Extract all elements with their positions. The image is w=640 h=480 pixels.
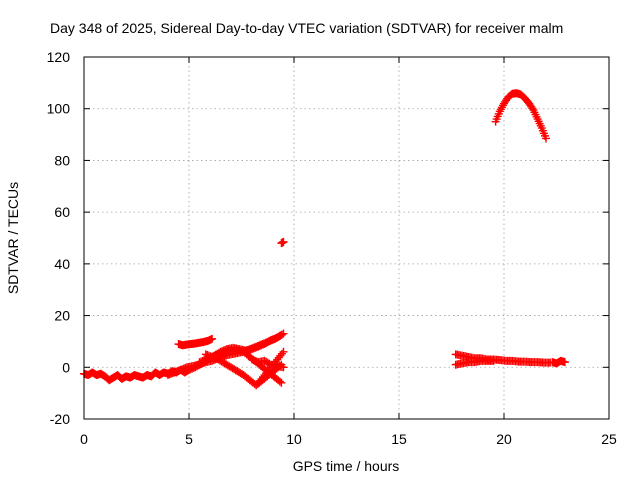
y-tick-label: 120: [47, 49, 71, 65]
y-tick-label: -20: [50, 411, 70, 427]
grid-lines: [84, 57, 609, 419]
data-point: [489, 356, 498, 365]
plot-frame: [83, 56, 610, 420]
data-point: [560, 358, 569, 367]
chart-title: Day 348 of 2025, Sidereal Day-to-day VTE…: [50, 20, 563, 36]
x-tick-label: 10: [286, 431, 302, 447]
y-tick-label: 100: [47, 101, 71, 117]
x-tick-label: 25: [601, 431, 617, 447]
data-point: [277, 330, 286, 339]
data-point: [277, 349, 286, 358]
data-points: [80, 89, 569, 390]
series-outlier: [277, 237, 288, 248]
y-tick-labels: -20 0 20 40 60 80 100 120: [47, 49, 71, 427]
x-tick-label: 0: [80, 431, 88, 447]
y-axis-label: SDTVAR / TECUs: [5, 182, 21, 294]
data-point: [208, 334, 217, 343]
x-tick-label: 5: [185, 431, 193, 447]
x-tick-label: 15: [391, 431, 407, 447]
data-point: [279, 363, 288, 372]
data-point: [275, 377, 284, 386]
data-point: [279, 329, 288, 338]
series-arc: [491, 89, 550, 143]
y-tick-label: 0: [62, 359, 70, 375]
y-tick-label: 20: [54, 308, 70, 324]
x-tick-labels: 0 5 10 15 20 25: [80, 431, 617, 447]
y-tick-label: 40: [54, 256, 70, 272]
series-baseline: [80, 365, 193, 385]
series-track-j: [548, 356, 569, 368]
series-track-i: [451, 356, 498, 369]
x-axis-label: GPS time / hours: [293, 458, 400, 474]
y-tick-label: 60: [54, 204, 70, 220]
data-point: [279, 237, 288, 246]
axis-ticks: [83, 56, 610, 420]
y-tick-label: 80: [54, 152, 70, 168]
series-track-a: [174, 334, 217, 350]
series-track-g: [248, 355, 288, 372]
x-tick-label: 20: [496, 431, 512, 447]
data-point: [542, 134, 550, 143]
data-point: [279, 347, 288, 356]
data-point: [277, 378, 286, 387]
